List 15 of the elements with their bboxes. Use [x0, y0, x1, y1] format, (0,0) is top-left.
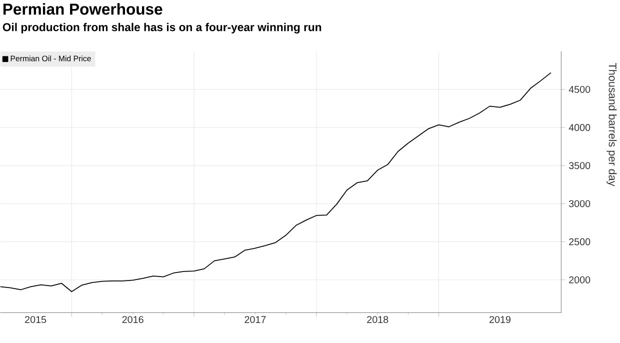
chart-subtitle: Oil production from shale has is on a four-year winning run	[2, 22, 322, 34]
x-tick-label: 2015	[25, 316, 46, 324]
x-tick-label: 2019	[490, 316, 510, 324]
y-axis-title: Thousand barrels per day	[606, 62, 617, 186]
x-tick-label: 2016	[122, 316, 144, 324]
y-tick-label: 4500	[568, 86, 590, 93]
y-tick-label: 4000	[568, 124, 590, 131]
y-tick-label: 3500	[568, 162, 590, 170]
chart-title: Permian Powerhouse	[3, 3, 162, 15]
x-tick-label: 2018	[367, 316, 388, 324]
y-tick-label: 3000	[568, 200, 590, 208]
y-tick-label: 2500	[569, 238, 590, 246]
x-tick-label: 2017	[244, 316, 266, 324]
line-series	[0, 72, 552, 292]
y-tick-label: 2000	[569, 276, 590, 284]
